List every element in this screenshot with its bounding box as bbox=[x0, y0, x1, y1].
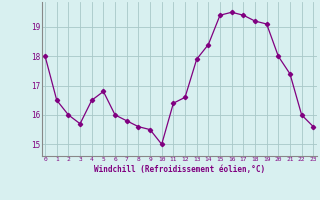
X-axis label: Windchill (Refroidissement éolien,°C): Windchill (Refroidissement éolien,°C) bbox=[94, 165, 265, 174]
